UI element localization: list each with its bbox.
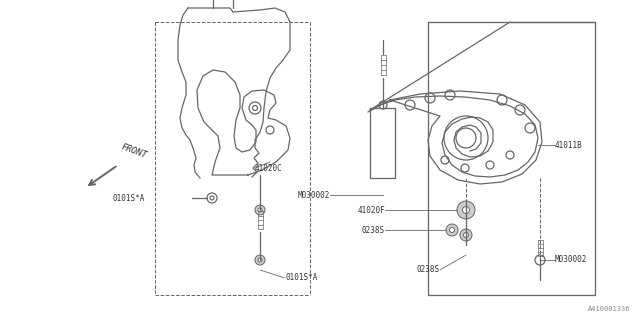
Circle shape <box>463 206 470 213</box>
Circle shape <box>255 205 265 215</box>
Circle shape <box>460 229 472 241</box>
Text: A410001336: A410001336 <box>588 306 630 312</box>
Text: 41020C: 41020C <box>255 164 283 172</box>
Text: M030002: M030002 <box>555 255 588 265</box>
Text: FRONT: FRONT <box>120 142 148 160</box>
Text: 0101S*A: 0101S*A <box>113 194 145 203</box>
Circle shape <box>463 233 468 237</box>
Text: 41020F: 41020F <box>357 205 385 214</box>
Circle shape <box>258 208 262 212</box>
Text: 41011B: 41011B <box>555 140 583 149</box>
Text: 0101S*A: 0101S*A <box>285 274 317 283</box>
Text: 0238S: 0238S <box>417 266 440 275</box>
Circle shape <box>258 258 262 262</box>
Circle shape <box>457 201 475 219</box>
Circle shape <box>255 255 265 265</box>
Circle shape <box>449 228 454 233</box>
Text: 0238S: 0238S <box>362 226 385 235</box>
Text: M030002: M030002 <box>298 190 330 199</box>
Circle shape <box>446 224 458 236</box>
